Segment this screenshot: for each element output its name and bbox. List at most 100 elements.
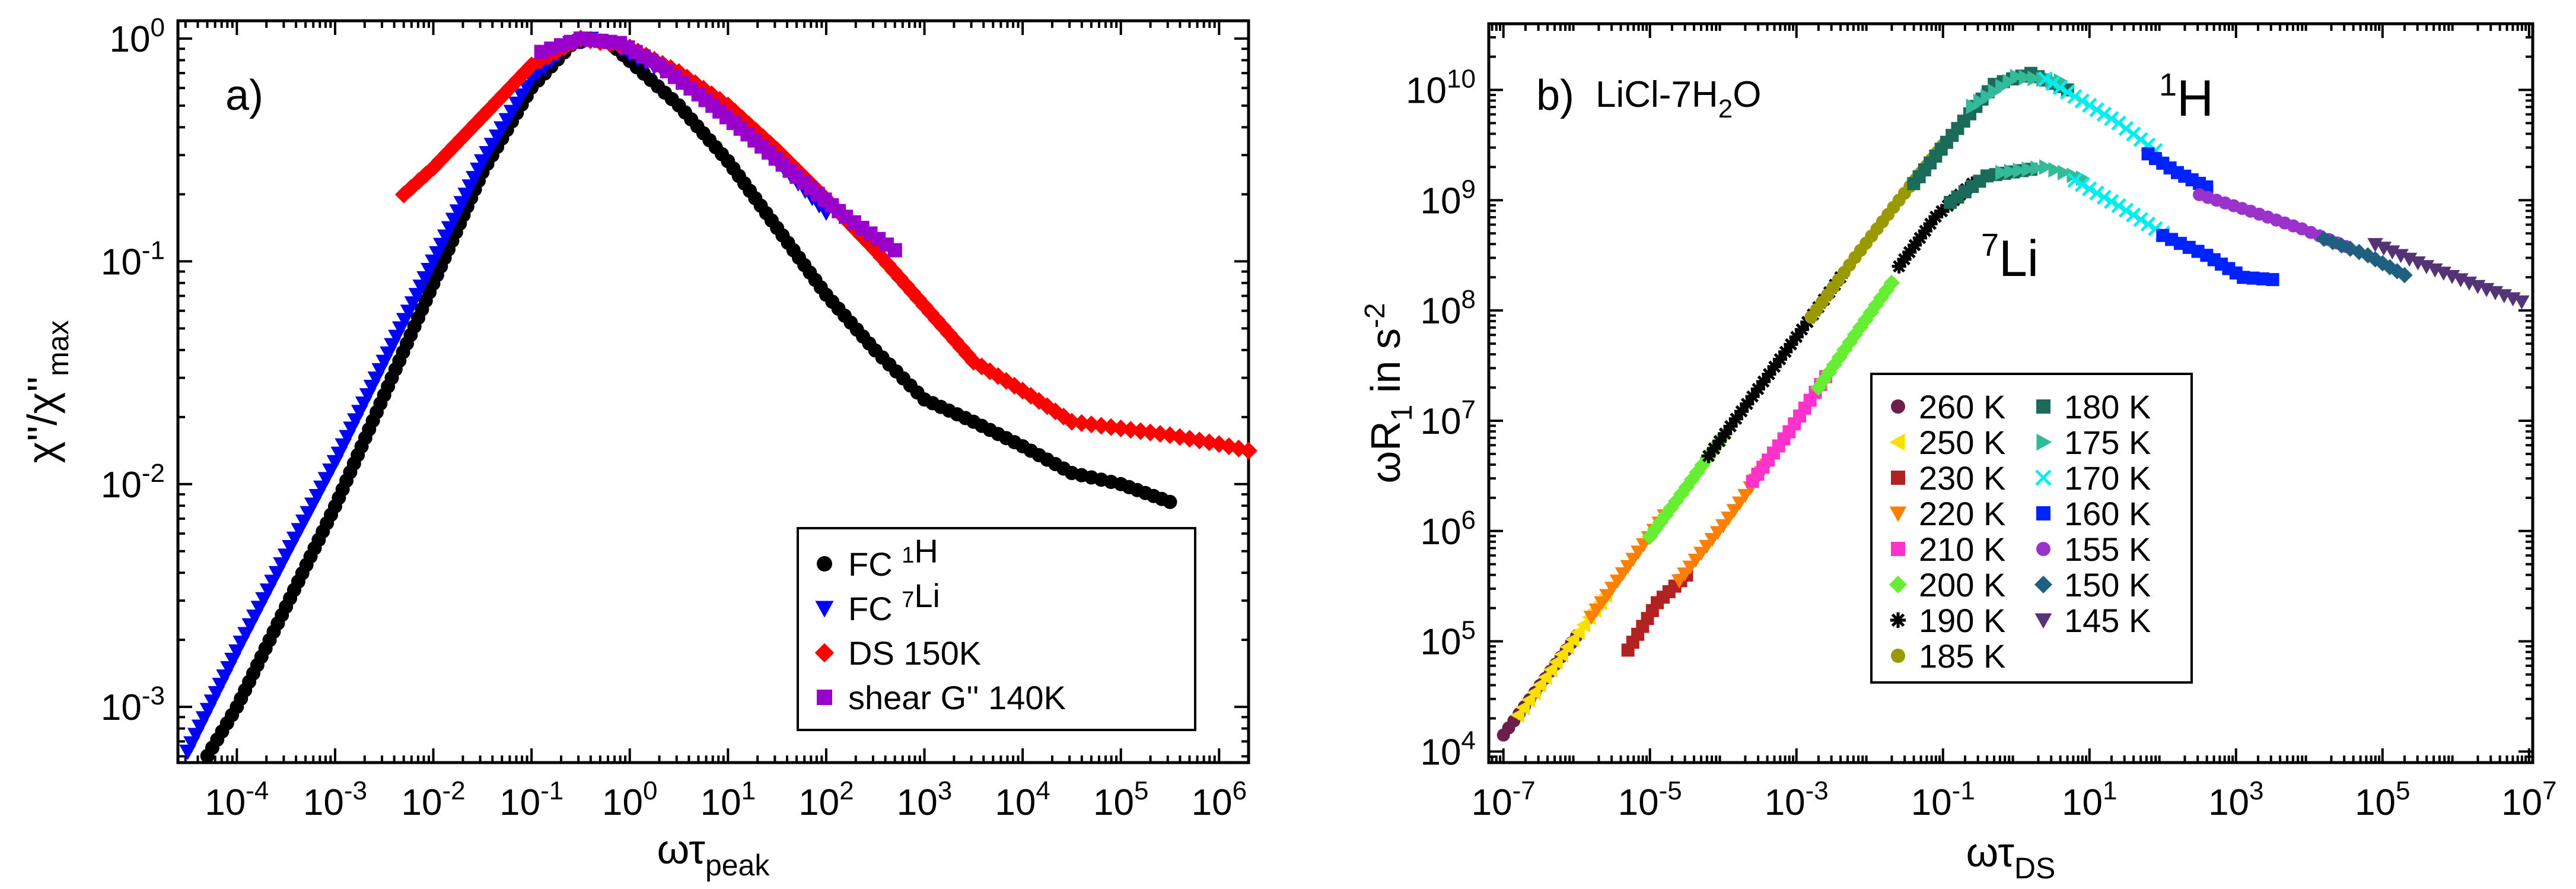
data-point xyxy=(2266,273,2279,287)
legend-marker xyxy=(815,601,834,618)
data-point xyxy=(1521,692,1536,708)
data-point xyxy=(2018,69,2033,85)
legend-marker xyxy=(2036,542,2050,556)
data-point xyxy=(1537,669,1552,685)
series-1H-145K xyxy=(2367,238,2530,310)
data-point xyxy=(2096,106,2112,122)
data-point xyxy=(1756,374,1771,389)
data-point xyxy=(2367,238,2383,252)
legend-entry: FC 7Li xyxy=(848,577,940,627)
legend-entry: 145 K xyxy=(2064,602,2151,639)
x-axis-label: ωτpeak xyxy=(657,826,770,882)
data-point xyxy=(1740,396,1755,411)
nucleus-label-1h: 1H xyxy=(2159,67,2214,127)
data-point xyxy=(2074,177,2090,192)
data-point xyxy=(2140,216,2156,232)
data-point xyxy=(2089,185,2104,201)
data-point xyxy=(2059,84,2075,100)
data-point xyxy=(1966,99,1980,115)
data-point xyxy=(2004,163,2018,180)
data-point xyxy=(1571,624,1585,640)
data-point xyxy=(1897,252,1912,266)
legend-entry: 190 K xyxy=(1919,602,2005,639)
data-point xyxy=(2396,266,2413,284)
y-tick-label: 104 xyxy=(1421,726,1476,773)
data-point xyxy=(1995,164,2010,181)
y-tick-label: 106 xyxy=(1421,506,1476,553)
legend-marker xyxy=(817,556,832,572)
data-point xyxy=(2052,80,2068,96)
data-point xyxy=(1923,217,1938,231)
shear-point xyxy=(887,243,902,258)
data-point xyxy=(1706,441,1721,456)
data-point xyxy=(1934,204,1949,218)
x-tick-label: 101 xyxy=(700,776,756,823)
data-point xyxy=(2010,68,2024,85)
x-tick-label: 10-1 xyxy=(1911,776,1975,823)
data-point xyxy=(1973,93,1988,110)
series-1H-170K xyxy=(2037,71,2163,158)
x-tick-label: 105 xyxy=(1093,776,1148,823)
data-point xyxy=(1794,322,1810,337)
series-7Li-200K xyxy=(1810,274,1900,396)
data-point xyxy=(1701,449,1716,463)
legend-box xyxy=(1870,373,2193,684)
legend-entry: 210 K xyxy=(1919,531,2005,568)
x-tick-label: 101 xyxy=(2062,776,2117,823)
legend-entry: DS 150K xyxy=(848,634,981,672)
chart-panel-a: 10-4 10-3 10-2 10-1 100 101 102 103 104 105 106 10-… xyxy=(19,13,1257,882)
legend-entry: 230 K xyxy=(1919,459,2005,497)
series-1H-150K xyxy=(2316,230,2413,284)
data-point xyxy=(1902,245,1917,260)
legend-marker xyxy=(1891,399,1905,414)
y-axis-label: χ''/χ''max xyxy=(19,320,75,463)
legend-marker xyxy=(1889,433,1905,451)
series-7Li-170K xyxy=(2067,173,2171,241)
legend-marker xyxy=(1890,612,1906,628)
x-tick-label: 10-3 xyxy=(303,776,367,823)
data-point xyxy=(1728,411,1743,426)
x-tick-label: 104 xyxy=(995,776,1050,823)
legend-entry: 180 K xyxy=(2064,388,2151,426)
y-tick-label: 100 xyxy=(110,13,165,60)
data-point xyxy=(2030,160,2045,176)
panel-label: a) xyxy=(225,72,263,119)
x-tick-label: 103 xyxy=(2208,776,2263,823)
legend-marker xyxy=(817,690,832,705)
data-point xyxy=(1576,617,1591,633)
data-point xyxy=(1526,684,1541,700)
data-point xyxy=(2067,173,2083,188)
data-point xyxy=(2067,88,2083,104)
data-point xyxy=(1995,78,2010,95)
legend-entry: 150 K xyxy=(2064,566,2151,604)
series-1H-160K xyxy=(2141,147,2214,194)
data-point xyxy=(2066,167,2081,183)
data-point xyxy=(1772,352,1788,367)
data-point xyxy=(2045,75,2061,91)
data-point xyxy=(2074,93,2090,109)
data-point xyxy=(1778,344,1793,359)
y-tick-label: 10-3 xyxy=(101,681,165,728)
x-tick-label: 107 xyxy=(2501,776,2556,823)
legend-marker xyxy=(1889,506,1907,522)
data-point xyxy=(1532,677,1547,693)
y-axis-label: ωR1 in s-2 xyxy=(1359,303,1418,483)
y-tick-label: 1010 xyxy=(1406,64,1476,111)
y-tick-label: 109 xyxy=(1421,174,1476,221)
data-point xyxy=(2057,164,2072,181)
series-shear xyxy=(534,31,902,258)
legend-entry: 200 K xyxy=(1919,566,2005,604)
data-point xyxy=(1554,646,1569,663)
data-point xyxy=(1745,389,1760,404)
data-point xyxy=(1515,700,1530,716)
data-point xyxy=(2002,74,2017,90)
x-tick-label: 100 xyxy=(602,776,657,823)
legend-marker xyxy=(814,643,835,663)
sample-annotation: LiCl-7H2O xyxy=(1596,74,1761,123)
data-point xyxy=(1723,419,1738,434)
data-point xyxy=(2082,97,2097,113)
legend-entry: 250 K xyxy=(1919,424,2005,461)
